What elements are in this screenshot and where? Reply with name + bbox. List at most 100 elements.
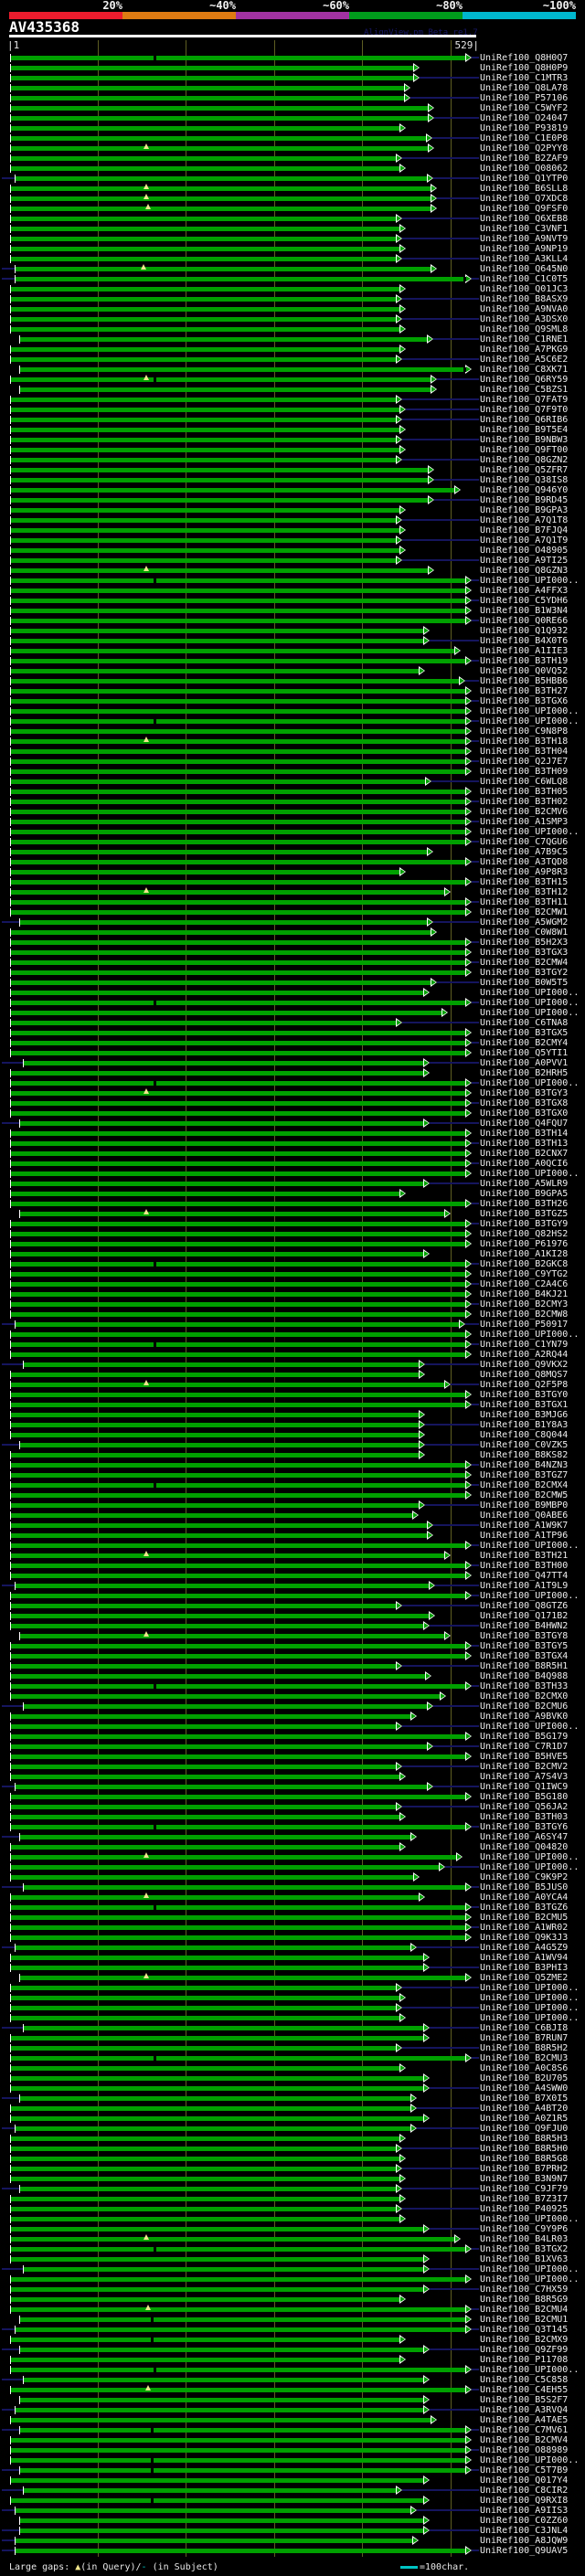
- hit-bar[interactable]: [11, 2478, 425, 2483]
- hit-label[interactable]: UniRef100_B3TH02: [480, 797, 569, 807]
- hit-bar[interactable]: [11, 1423, 420, 1427]
- hit-bar[interactable]: [11, 1754, 467, 1759]
- hit-label[interactable]: UniRef100_A0QCI6: [480, 1159, 569, 1169]
- hit-label[interactable]: UniRef100_B2CMU5: [480, 1913, 569, 1923]
- hit-bar[interactable]: [11, 1192, 401, 1196]
- hit-label[interactable]: UniRef100_A4SWW0: [480, 2083, 569, 2094]
- hit-label[interactable]: UniRef100_B2CMW1: [480, 907, 569, 917]
- hit-bar[interactable]: [11, 930, 433, 935]
- hit-label[interactable]: UniRef100_B2HRH5: [480, 1068, 569, 1078]
- hit-bar[interactable]: [11, 1553, 446, 1558]
- hit-bar[interactable]: [11, 739, 467, 744]
- hit-bar[interactable]: [16, 1322, 462, 1327]
- hit-label[interactable]: UniRef100_B3TGY2: [480, 968, 569, 978]
- hit-bar[interactable]: [24, 2378, 424, 2382]
- hit-label[interactable]: UniRef100_B4LR03: [480, 2234, 569, 2244]
- hit-label[interactable]: UniRef100_B7RUN7: [480, 2033, 569, 2043]
- hit-label[interactable]: UniRef100_B2CMU1: [480, 2315, 569, 2325]
- hit-label[interactable]: UniRef100_A7PKG9: [480, 345, 569, 355]
- hit-bar[interactable]: [11, 1795, 467, 1799]
- hit-bar[interactable]: [11, 950, 467, 955]
- hit-bar[interactable]: [11, 1714, 412, 1719]
- hit-label[interactable]: UniRef100_Q5ZFR7: [480, 465, 569, 475]
- hit-bar[interactable]: [11, 1966, 425, 1970]
- hit-bar[interactable]: [11, 1674, 427, 1679]
- hit-bar[interactable]: [11, 2498, 425, 2503]
- hit-bar[interactable]: [11, 719, 467, 724]
- hit-bar[interactable]: [11, 1071, 425, 1076]
- hit-label[interactable]: UniRef100_B3TGY0: [480, 1390, 569, 1400]
- hit-bar[interactable]: [16, 1584, 431, 1588]
- hit-label[interactable]: UniRef100_A3KLL4: [480, 254, 569, 264]
- hit-label[interactable]: UniRef100_C5T7B9: [480, 2465, 569, 2475]
- hit-label[interactable]: UniRef100_B3TGX6: [480, 696, 569, 706]
- hit-label[interactable]: UniRef100_C9Y9P6: [480, 2224, 569, 2234]
- hit-label[interactable]: UniRef100_C7MV61: [480, 2425, 569, 2435]
- hit-bar[interactable]: [11, 2277, 467, 2282]
- hit-bar[interactable]: [11, 2388, 467, 2392]
- hit-label[interactable]: UniRef100_C5YDH6: [480, 596, 569, 606]
- hit-label[interactable]: UniRef100_B5HVE5: [480, 1752, 569, 1762]
- hit-bar[interactable]: [11, 910, 467, 915]
- hit-bar[interactable]: [11, 448, 401, 452]
- hit-label[interactable]: UniRef100_UPI000..: [480, 706, 580, 716]
- hit-bar[interactable]: [11, 649, 456, 653]
- hit-label[interactable]: UniRef100_C5WYF2: [480, 103, 569, 113]
- hit-bar[interactable]: [11, 1825, 467, 1829]
- hit-label[interactable]: UniRef100_B2CMV4: [480, 2435, 569, 2445]
- hit-label[interactable]: UniRef100_UPI000..: [480, 2214, 580, 2224]
- hit-bar[interactable]: [11, 2197, 401, 2201]
- hit-bar[interactable]: [11, 1151, 467, 1156]
- hit-bar[interactable]: [11, 790, 467, 794]
- hit-label[interactable]: UniRef100_B0W5T5: [480, 978, 569, 988]
- hit-label[interactable]: UniRef100_P40925: [480, 2204, 569, 2214]
- hit-label[interactable]: UniRef100_Q7F9T0: [480, 405, 569, 415]
- hit-label[interactable]: UniRef100_Q7XDC8: [480, 194, 569, 204]
- hit-bar[interactable]: [11, 2157, 401, 2161]
- hit-bar[interactable]: [11, 1011, 443, 1015]
- hit-bar[interactable]: [11, 1473, 467, 1478]
- hit-label[interactable]: UniRef100_A4BT20: [480, 2104, 569, 2114]
- hit-bar[interactable]: [11, 840, 467, 844]
- hit-label[interactable]: UniRef100_C1C0T5: [480, 274, 569, 284]
- hit-bar[interactable]: [11, 1644, 467, 1648]
- hit-label[interactable]: UniRef100_A1WV94: [480, 1953, 569, 1963]
- hit-label[interactable]: UniRef100_UPI000..: [480, 2365, 580, 2375]
- hit-label[interactable]: UniRef100_Q47TT4: [480, 1571, 569, 1581]
- hit-bar[interactable]: [20, 1212, 446, 1216]
- hit-label[interactable]: UniRef100_Q171B2: [480, 1611, 569, 1621]
- hit-bar[interactable]: [11, 1533, 429, 1538]
- hit-bar[interactable]: [16, 2549, 467, 2553]
- hit-bar[interactable]: [20, 1976, 468, 1980]
- hit-label[interactable]: UniRef100_C8CIR2: [480, 2486, 569, 2496]
- hit-label[interactable]: UniRef100_C6BJI8: [480, 2023, 569, 2033]
- hit-bar[interactable]: [11, 227, 401, 231]
- hit-label[interactable]: UniRef100_A0PVV1: [480, 1058, 569, 1068]
- hit-bar[interactable]: [16, 1945, 413, 1950]
- hit-label[interactable]: UniRef100_A5C6E2: [480, 355, 569, 365]
- hit-label[interactable]: UniRef100_B2CMY3: [480, 1299, 569, 1309]
- hit-label[interactable]: UniRef100_C7R1D7: [480, 1742, 569, 1752]
- hit-label[interactable]: UniRef100_Q0ABE6: [480, 1511, 569, 1521]
- hit-label[interactable]: UniRef100_Q9FJU0: [480, 2124, 569, 2134]
- hit-label[interactable]: UniRef100_B3TH00: [480, 1561, 569, 1571]
- hit-label[interactable]: UniRef100_B2GKC8: [480, 1259, 569, 1269]
- hit-bar[interactable]: [11, 850, 429, 854]
- hit-label[interactable]: UniRef100_B6SLL8: [480, 184, 569, 194]
- hit-bar[interactable]: [11, 257, 398, 261]
- hit-bar[interactable]: [11, 1564, 467, 1568]
- hit-label[interactable]: UniRef100_Q7FAT9: [480, 395, 569, 405]
- hit-label[interactable]: UniRef100_B3TH19: [480, 656, 569, 666]
- hit-label[interactable]: UniRef100_UPI000..: [480, 1862, 580, 1872]
- hit-bar[interactable]: [11, 136, 428, 141]
- hit-label[interactable]: UniRef100_B8R5G8: [480, 2154, 569, 2164]
- hit-label[interactable]: UniRef100_B8KS82: [480, 1450, 569, 1460]
- hit-bar[interactable]: [20, 2428, 468, 2433]
- hit-label[interactable]: UniRef100_B2CMX9: [480, 2335, 569, 2345]
- hit-bar[interactable]: [11, 1654, 467, 1659]
- hit-bar[interactable]: [11, 1684, 467, 1689]
- hit-bar[interactable]: [11, 156, 398, 161]
- hit-bar[interactable]: [11, 1252, 425, 1256]
- hit-label[interactable]: UniRef100_C5C858: [480, 2375, 569, 2385]
- hit-label[interactable]: UniRef100_UPI000..: [480, 1983, 580, 1993]
